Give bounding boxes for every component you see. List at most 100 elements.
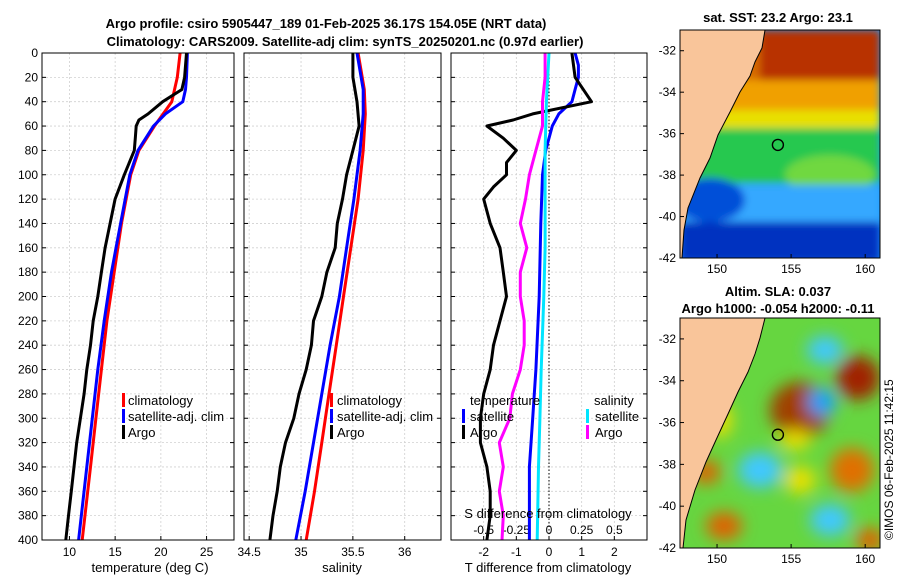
- x-tick-label: 2: [611, 545, 618, 559]
- sla-map: [680, 318, 880, 548]
- y-tick-label: 300: [18, 411, 38, 425]
- legend-satellite-label: satellite-adj. clim: [128, 409, 224, 424]
- x-tick-label: 35: [294, 545, 308, 559]
- sla-eddy-warm4: [830, 448, 874, 492]
- map-y-tick-label: -40: [659, 210, 677, 224]
- series-line-argo-t-: [478, 52, 593, 541]
- sst-map-title: sat. SST: 23.2 Argo: 23.1: [703, 10, 853, 25]
- x-tick-label: 36: [398, 545, 412, 559]
- x-tick-label: -2: [478, 545, 489, 559]
- sst-ticks: 150 155 160 -32 -34 -36 -38 -40 -42: [659, 44, 876, 276]
- sst-deep-blue-band: [680, 222, 880, 258]
- series-line-argo: [64, 52, 188, 541]
- legend-argo-swatch: [122, 425, 125, 439]
- series-line-satellite-adj-clim: [77, 52, 189, 541]
- map-y-tick-label: -34: [659, 85, 677, 99]
- sla-eddy-cold3: [738, 452, 782, 488]
- temp-legend: climatology satellite-adj. clim Argo: [122, 393, 224, 440]
- y-tick-label: 400: [18, 533, 38, 547]
- sla-eddy-yellow3: [779, 430, 811, 450]
- legend-argo-label: Argo: [128, 425, 155, 440]
- legend-climatology-swatch: [122, 393, 125, 407]
- x-tick-label: 35.5: [341, 545, 365, 559]
- map-x-tick-label: 155: [781, 552, 801, 566]
- sal-xlabel: salinity: [322, 560, 362, 575]
- map-x-tick-label: 155: [781, 262, 801, 276]
- sla-eddy-yellow1: [784, 466, 816, 494]
- x2-tick-label: 0.25: [570, 523, 594, 537]
- y-tick-label: 140: [18, 216, 38, 230]
- y-tick-label: 20: [25, 70, 39, 84]
- legend-argo-label: Argo: [337, 425, 364, 440]
- legend-s-argo-label: Argo: [595, 425, 622, 440]
- sla-argo-marker: [771, 428, 785, 441]
- series-line-satellite-s-: [535, 52, 551, 541]
- sla-map-title: Altim. SLA: 0.037: [725, 284, 831, 299]
- legend-climatology-label: climatology: [337, 393, 403, 408]
- sla-eddy-warm5: [706, 512, 742, 540]
- x-tick-label: 20: [154, 545, 168, 559]
- diff-legend: temperature satellite Argo salinity sate…: [462, 393, 639, 440]
- salinity-panel: 34.5 35 35.5 36: [238, 52, 442, 559]
- map-x-tick-label: 150: [707, 262, 727, 276]
- sst-argo-marker: [771, 138, 785, 152]
- sal-legend: climatology satellite-adj. clim Argo: [330, 393, 433, 440]
- map-x-tick-label: 150: [707, 552, 727, 566]
- y-tick-label: 160: [18, 241, 38, 255]
- x2-tick-label: 0.5: [606, 523, 623, 537]
- y-tick-label: 200: [18, 290, 38, 304]
- legend-t-argo-swatch: [462, 425, 465, 439]
- plot-frame: [243, 52, 442, 541]
- sst-map-frame: [679, 29, 881, 259]
- temperature-panel: 0 20 40 60 80 100 120 140 160 180 200 220 240 260 280 3…: [18, 46, 235, 559]
- sla-eddy-cold4: [810, 504, 850, 536]
- y-tick-label: 180: [18, 265, 38, 279]
- y-tick-label: 220: [18, 314, 38, 328]
- plot-frame: [450, 52, 648, 541]
- y-tick-label: 40: [25, 95, 39, 109]
- y-tick-label: 340: [18, 460, 38, 474]
- map-x-tick-label: 160: [855, 262, 875, 276]
- legend-s-satellite-swatch: [586, 409, 589, 423]
- map-y-tick-label: -40: [659, 499, 677, 513]
- legend-t-argo-label: Argo: [470, 425, 497, 440]
- diff-xlabel: T difference from climatology: [465, 560, 632, 575]
- series-line-climatology: [304, 52, 367, 541]
- legend-climatology-label: climatology: [128, 393, 194, 408]
- legend-satellite-label: satellite-adj. clim: [337, 409, 433, 424]
- x-tick-label: 0: [546, 545, 553, 559]
- map-y-tick-label: -34: [659, 374, 677, 388]
- y-tick-label: 240: [18, 338, 38, 352]
- map-y-tick-label: -42: [659, 251, 677, 265]
- y-tick-label: 380: [18, 509, 38, 523]
- legend-climatology-swatch: [330, 393, 333, 407]
- sst-cold-patch: [680, 178, 745, 222]
- legend-argo-swatch: [330, 425, 333, 439]
- sla-map-subtitle: Argo h1000: -0.054 h2000: -0.11: [682, 301, 875, 316]
- map-y-tick-label: -32: [659, 44, 677, 58]
- sst-map: [680, 30, 880, 258]
- title-line2: Climatology: CARS2009. Satellite-adj cli…: [107, 34, 584, 49]
- map-y-tick-label: -38: [659, 457, 677, 471]
- x2-tick-label: -0.25: [503, 523, 531, 537]
- y-tick-label: 280: [18, 387, 38, 401]
- y-tick-label: 320: [18, 436, 38, 450]
- x-tick-label: 10: [63, 545, 77, 559]
- map-y-tick-label: -36: [659, 416, 677, 430]
- sla-eddy-warm2: [836, 356, 880, 400]
- map-y-tick-label: -38: [659, 168, 677, 182]
- map-y-tick-label: -32: [659, 332, 677, 346]
- legend-temperature-label: temperature: [470, 393, 540, 408]
- y-tick-label: 80: [25, 143, 39, 157]
- x-tick-label: 25: [200, 545, 214, 559]
- x2-tick-label: -0.5: [473, 523, 494, 537]
- plot-frame: [41, 52, 235, 541]
- sla-map-frame: [679, 317, 881, 549]
- x-tick-label: 15: [108, 545, 122, 559]
- y-tick-label: 60: [25, 119, 39, 133]
- x-tick-label: -1: [511, 545, 522, 559]
- y-tick-label: 360: [18, 484, 38, 498]
- legend-s-satellite-label: satellite: [595, 409, 639, 424]
- sla-ticks: 150 155 160 -32 -34 -36 -38 -40 -42: [659, 332, 876, 566]
